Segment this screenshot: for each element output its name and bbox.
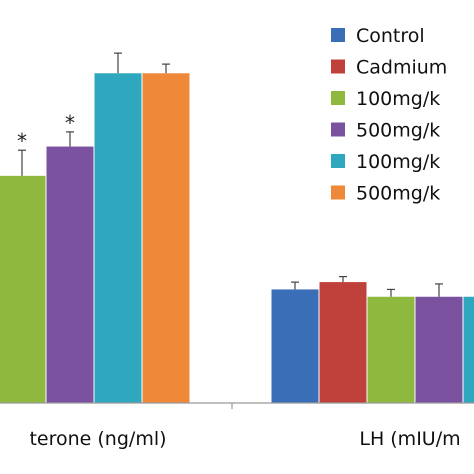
x-tick-label: terone (ng/ml) <box>29 428 166 450</box>
significance-marker: * <box>17 129 27 153</box>
legend-label: Cadmium <box>356 57 447 79</box>
bar <box>463 296 474 403</box>
legend: Control Cadmium 100mg/k 500mg/k 100mg/k 500mg… <box>331 25 447 205</box>
x-tick-labels: terone (ng/ml) LH (mIU/m <box>29 428 460 450</box>
legend-label: 100mg/k <box>356 151 440 173</box>
bar <box>367 296 415 403</box>
bar <box>94 73 142 403</box>
bars-layer: ** <box>0 52 474 403</box>
legend-label: 500mg/k <box>356 120 440 142</box>
legend-label: 100mg/k <box>356 88 440 110</box>
legend-label: Control <box>356 25 425 47</box>
legend-label: 500mg/k <box>356 183 440 205</box>
x-axis <box>0 402 474 409</box>
legend-swatch <box>331 154 345 168</box>
legend-swatch <box>331 122 345 137</box>
bar <box>142 73 190 403</box>
bar <box>319 282 367 403</box>
legend-swatch <box>331 28 345 42</box>
bar <box>271 289 319 403</box>
legend-swatch <box>331 91 345 105</box>
significance-marker: * <box>65 111 75 135</box>
bar <box>415 296 463 403</box>
bar <box>0 175 46 403</box>
x-tick-label: LH (mIU/m <box>359 428 460 450</box>
legend-swatch <box>331 185 345 200</box>
legend-swatch <box>331 59 345 74</box>
bar <box>46 146 94 403</box>
